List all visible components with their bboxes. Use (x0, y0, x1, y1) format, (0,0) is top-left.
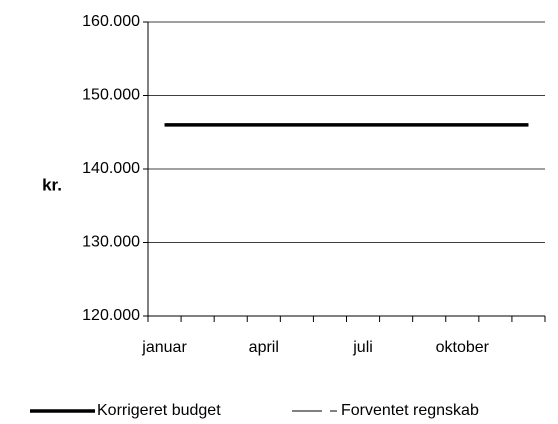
legend-label: Korrigeret budget (97, 402, 221, 419)
y-tick-label: 140.000 (82, 160, 140, 177)
x-tick-label: oktober (436, 339, 490, 356)
y-tick-label: 120.000 (82, 307, 140, 324)
legend-label: Forventet regnskab (341, 402, 479, 419)
y-axis-label: kr. (42, 175, 62, 194)
x-tick-label: april (249, 339, 279, 356)
x-tick-label: januar (141, 339, 187, 356)
y-tick-label: 150.000 (82, 87, 140, 104)
y-tick-label: 160.000 (82, 13, 140, 30)
y-tick-label: 130.000 (82, 234, 140, 251)
x-tick-label: juli (352, 339, 373, 356)
